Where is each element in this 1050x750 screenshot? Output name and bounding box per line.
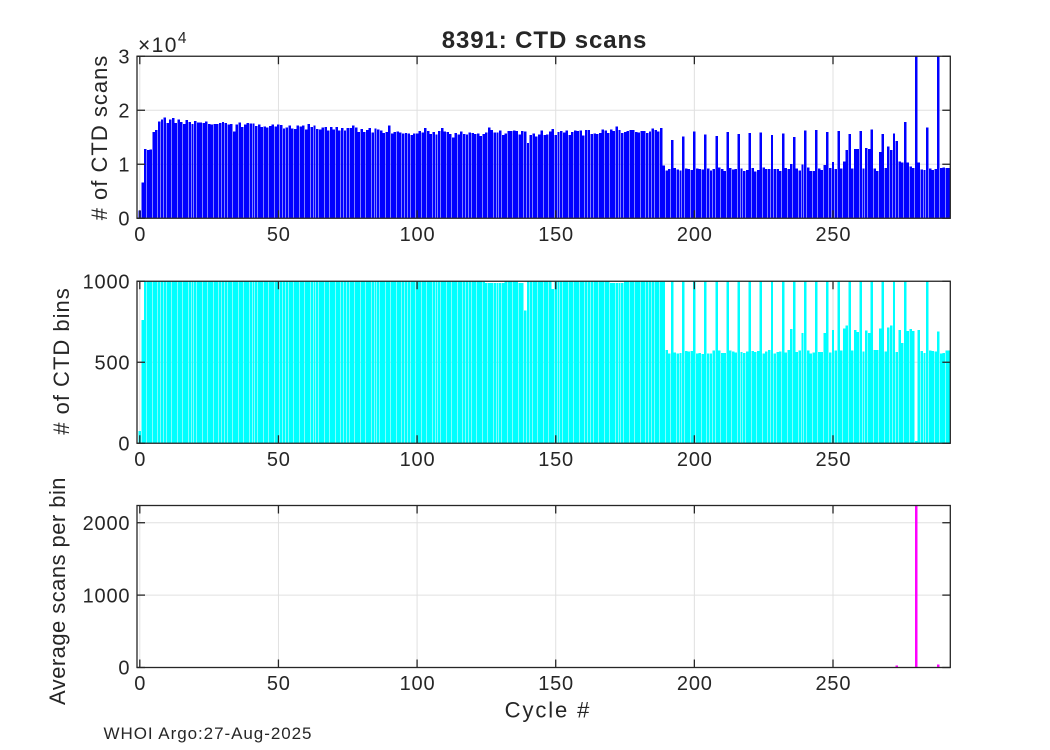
svg-text:0: 0 (134, 224, 146, 246)
svg-text:50: 50 (267, 224, 291, 246)
svg-text:Average scans per bin: Average scans per bin (45, 477, 70, 705)
svg-text:500: 500 (95, 352, 131, 374)
svg-text:100: 100 (400, 224, 436, 246)
svg-text:×104: ×104 (138, 30, 188, 57)
svg-text:2: 2 (118, 101, 130, 123)
svg-text:100: 100 (400, 449, 436, 471)
svg-text:Cycle #: Cycle # (505, 698, 592, 723)
svg-text:1000: 1000 (83, 271, 131, 293)
svg-text:150: 150 (538, 673, 574, 695)
svg-text:50: 50 (267, 449, 291, 471)
svg-text:0: 0 (118, 208, 130, 230)
svg-text:200: 200 (677, 224, 713, 246)
svg-text:250: 250 (816, 673, 852, 695)
svg-text:WHOI Argo:27-Aug-2025: WHOI Argo:27-Aug-2025 (104, 724, 313, 743)
svg-text:200: 200 (677, 673, 713, 695)
svg-text:0: 0 (134, 673, 146, 695)
svg-text:0: 0 (118, 658, 130, 680)
svg-text:2000: 2000 (83, 513, 131, 535)
svg-text:250: 250 (816, 449, 852, 471)
svg-text:1: 1 (118, 154, 130, 176)
svg-text:150: 150 (538, 224, 574, 246)
svg-text:150: 150 (538, 449, 574, 471)
svg-text:0: 0 (134, 449, 146, 471)
svg-text:1000: 1000 (83, 585, 131, 607)
svg-text:# of CTD scans: # of CTD scans (87, 55, 112, 221)
svg-text:3: 3 (118, 47, 130, 69)
svg-text:8391: CTD scans: 8391: CTD scans (442, 27, 648, 54)
svg-text:# of CTD bins: # of CTD bins (49, 287, 74, 435)
svg-text:250: 250 (816, 224, 852, 246)
svg-text:0: 0 (118, 433, 130, 455)
svg-text:50: 50 (267, 673, 291, 695)
svg-text:100: 100 (400, 673, 436, 695)
svg-text:200: 200 (677, 449, 713, 471)
